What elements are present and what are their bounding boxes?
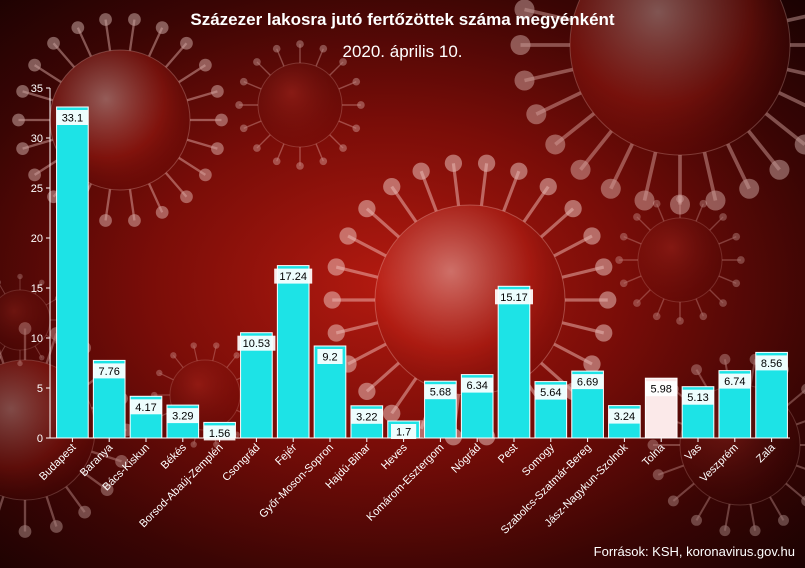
data-label-box xyxy=(682,389,714,405)
x-tick-label: Békés xyxy=(159,441,189,471)
x-tick-label: Vas xyxy=(683,441,705,463)
data-label: 4.17 xyxy=(135,402,156,414)
data-label-box xyxy=(535,384,567,400)
y-tick-label: 15 xyxy=(31,283,43,295)
data-label-box xyxy=(495,289,533,305)
x-tick-label: Budapest xyxy=(37,442,78,483)
data-label: 17.24 xyxy=(279,271,307,283)
x-tick-label: Nógrád xyxy=(449,442,483,476)
data-label-box xyxy=(203,425,236,441)
y-tick-label: 25 xyxy=(31,183,43,195)
bar-6 xyxy=(276,265,310,439)
bar-0 xyxy=(56,106,89,439)
data-label-box xyxy=(391,424,417,439)
data-label: 5.13 xyxy=(687,392,708,404)
virus-decoration xyxy=(235,40,365,170)
data-label: 8.56 xyxy=(761,358,782,370)
data-label-box xyxy=(608,408,641,424)
data-label-box xyxy=(167,408,199,424)
x-tick-label: Veszprém xyxy=(698,442,741,485)
data-label-box xyxy=(645,381,677,397)
data-label: 1.56 xyxy=(209,428,230,440)
data-label-box xyxy=(274,268,313,284)
data-label-box xyxy=(461,377,493,393)
data-label: 9.2 xyxy=(322,352,337,364)
data-label: 3.24 xyxy=(614,411,635,423)
x-tick-label: Heves xyxy=(379,441,410,472)
data-label-box xyxy=(755,355,788,371)
y-tick-label: 30 xyxy=(31,133,43,145)
data-label-box xyxy=(56,110,89,125)
data-label-box xyxy=(317,349,343,364)
data-label-box xyxy=(351,408,383,424)
x-tick-label: Csongrád xyxy=(220,442,262,484)
data-label: 6.69 xyxy=(577,377,598,389)
data-label: 5.98 xyxy=(650,384,671,396)
data-label-box xyxy=(130,399,162,415)
virus-decoration xyxy=(615,195,745,325)
virus-decoration xyxy=(510,0,805,215)
data-label: 5.68 xyxy=(430,387,451,399)
data-label-box xyxy=(237,335,276,351)
data-label-box xyxy=(719,373,751,389)
chart-title: Százezer lakosra jutó fertőzöttek száma … xyxy=(190,10,615,29)
x-tick-label: Pest xyxy=(496,442,520,466)
x-tick-label: Baranya xyxy=(78,441,116,479)
data-label-box xyxy=(424,384,457,400)
y-tick-label: 20 xyxy=(31,233,43,245)
data-label: 7.76 xyxy=(98,366,119,378)
data-label-box xyxy=(93,363,125,379)
data-label: 3.22 xyxy=(356,411,377,423)
data-label: 5.64 xyxy=(540,387,561,399)
chart-subtitle: 2020. április 10. xyxy=(342,42,463,61)
data-label: 15.17 xyxy=(500,292,528,304)
y-tick-label: 10 xyxy=(31,333,43,345)
data-label-box xyxy=(571,374,604,390)
y-tick-label: 5 xyxy=(37,383,43,395)
data-label: 3.29 xyxy=(172,411,193,423)
x-tick-label: Zala xyxy=(754,441,778,465)
data-label: 1.7 xyxy=(396,427,411,439)
data-label: 6.74 xyxy=(724,376,745,388)
y-tick-label: 35 xyxy=(31,83,43,95)
x-tick-label: Fejér xyxy=(273,441,299,467)
x-tick-label: Tolna xyxy=(640,441,668,469)
bar-12 xyxy=(497,285,531,439)
sources-footnote: Források: KSH, koronavirus.gov.hu xyxy=(593,544,795,559)
x-tick-label: Somogy xyxy=(520,441,557,478)
y-tick-label: 0 xyxy=(37,433,43,445)
data-label: 6.34 xyxy=(466,380,487,392)
data-label: 33.1 xyxy=(62,113,83,125)
data-label: 10.53 xyxy=(243,338,271,350)
